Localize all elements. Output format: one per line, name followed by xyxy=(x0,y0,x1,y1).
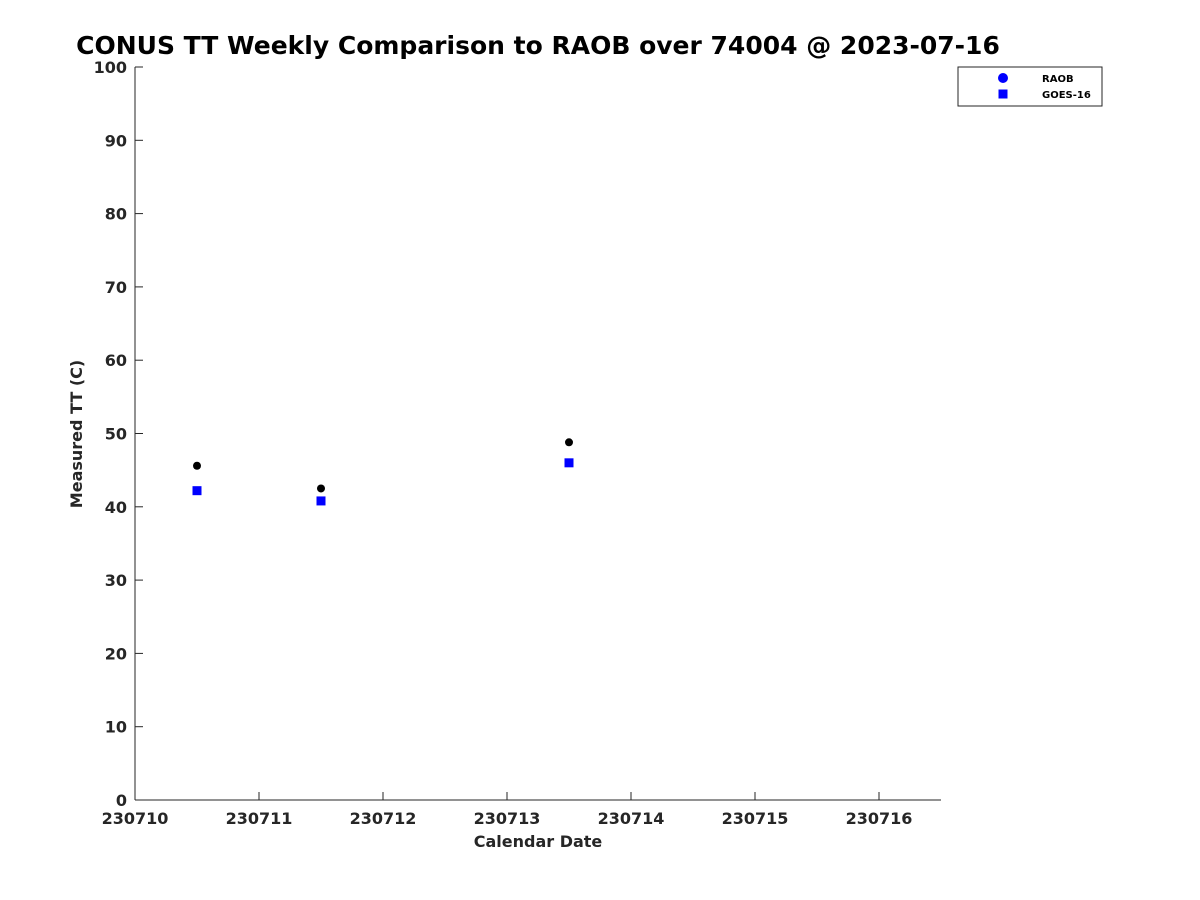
x-tick-label: 230714 xyxy=(598,809,665,828)
data-points xyxy=(192,438,574,506)
y-tick-label: 90 xyxy=(105,131,127,150)
y-tick-label: 60 xyxy=(105,351,127,370)
y-tick-label: 50 xyxy=(105,425,127,444)
legend: RAOB GOES-16 xyxy=(957,66,1103,107)
x-tick-label: 230713 xyxy=(474,809,541,828)
y-tick-label: 20 xyxy=(105,644,127,663)
legend-marker-raob xyxy=(998,73,1008,83)
goes16-point xyxy=(316,496,326,506)
y-axis-label: Measured TT (C) xyxy=(67,360,86,508)
plot-area xyxy=(134,67,941,801)
y-tick-label: 70 xyxy=(105,278,127,297)
raob-point xyxy=(193,461,201,470)
raob-point xyxy=(565,438,573,447)
x-axis: 230710 230711 230712 230713 230714 230715 2307… xyxy=(102,792,913,828)
y-tick-label: 10 xyxy=(105,718,127,737)
y-tick-label: 30 xyxy=(105,571,127,590)
y-tick-label: 40 xyxy=(105,498,127,517)
legend-marker-goes16 xyxy=(998,89,1008,99)
raob-point xyxy=(317,484,325,493)
x-tick-label: 230710 xyxy=(102,809,169,828)
y-tick-label: 0 xyxy=(116,791,127,810)
x-tick-label: 230711 xyxy=(226,809,293,828)
x-tick-label: 230715 xyxy=(722,809,789,828)
goes16-point xyxy=(564,458,574,468)
y-tick-label: 100 xyxy=(94,58,127,77)
chart-title: CONUS TT Weekly Comparison to RAOB over … xyxy=(76,31,1000,60)
y-axis: 0 10 20 30 40 50 60 70 80 90 100 xyxy=(94,58,143,810)
x-axis-label: Calendar Date xyxy=(474,832,603,851)
legend-box xyxy=(957,66,1103,107)
goes16-point xyxy=(192,486,202,496)
legend-label: GOES-16 xyxy=(1042,90,1091,101)
x-tick-label: 230712 xyxy=(350,809,417,828)
legend-label: RAOB xyxy=(1042,74,1074,85)
x-tick-label: 230716 xyxy=(846,809,913,828)
y-tick-label: 80 xyxy=(105,205,127,224)
